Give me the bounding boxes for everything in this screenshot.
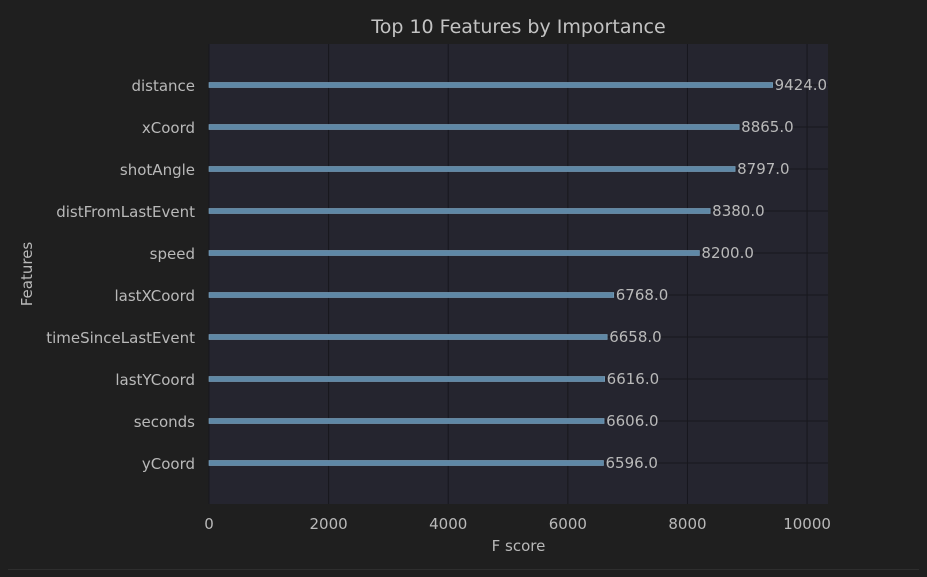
bar: [208, 124, 740, 130]
x-tick-label: 4000: [429, 515, 467, 533]
value-label: 6658.0: [609, 328, 662, 346]
y-tick-label: distFromLastEvent: [56, 203, 195, 221]
y-tick-label: yCoord: [142, 455, 195, 473]
value-label: 6596.0: [605, 454, 658, 472]
bar: [208, 82, 773, 88]
bar: [208, 418, 605, 424]
value-labels: 9424.0 8865.0 8797.0 8380.0 8200.0 6768.0 6658…: [605, 76, 827, 472]
bar: [208, 292, 615, 298]
x-tick-labels: 0 2000 4000 6000 8000 10000: [204, 515, 831, 533]
value-label: 8380.0: [712, 202, 765, 220]
x-tick-label: 8000: [668, 515, 706, 533]
bar: [208, 460, 604, 466]
x-tick-label: 10000: [783, 515, 831, 533]
x-tick-label: 0: [204, 515, 214, 533]
y-tick-labels: distance xCoord shotAngle distFromLastEvent…: [46, 77, 195, 473]
y-tick-label: lastXCoord: [115, 287, 196, 305]
bar: [208, 166, 736, 172]
y-tick-label: timeSinceLastEvent: [46, 329, 195, 347]
bar: [208, 334, 608, 340]
y-axis-label: Features: [18, 242, 36, 307]
bar: [208, 376, 605, 382]
y-tick-label: shotAngle: [120, 161, 195, 179]
bottom-divider: [8, 569, 919, 570]
x-tick-label: 2000: [310, 515, 348, 533]
value-label: 8865.0: [741, 118, 794, 136]
y-tick-label: distance: [131, 77, 195, 95]
y-tick-label: seconds: [134, 413, 195, 431]
plot-area: [209, 44, 828, 504]
bar: [208, 250, 700, 256]
x-axis-label: F score: [492, 537, 546, 555]
x-tick-label: 6000: [549, 515, 587, 533]
y-tick-label: xCoord: [142, 119, 195, 137]
value-label: 6616.0: [607, 370, 660, 388]
value-label: 6768.0: [616, 286, 669, 304]
y-tick-label: lastYCoord: [115, 371, 195, 389]
value-label: 9424.0: [775, 76, 828, 94]
value-label: 6606.0: [606, 412, 659, 430]
chart-title: Top 10 Features by Importance: [370, 16, 665, 38]
y-tick-label: speed: [150, 245, 195, 263]
bar: [208, 208, 711, 214]
value-label: 8797.0: [737, 160, 790, 178]
value-label: 8200.0: [701, 244, 754, 262]
bars: [208, 82, 773, 466]
